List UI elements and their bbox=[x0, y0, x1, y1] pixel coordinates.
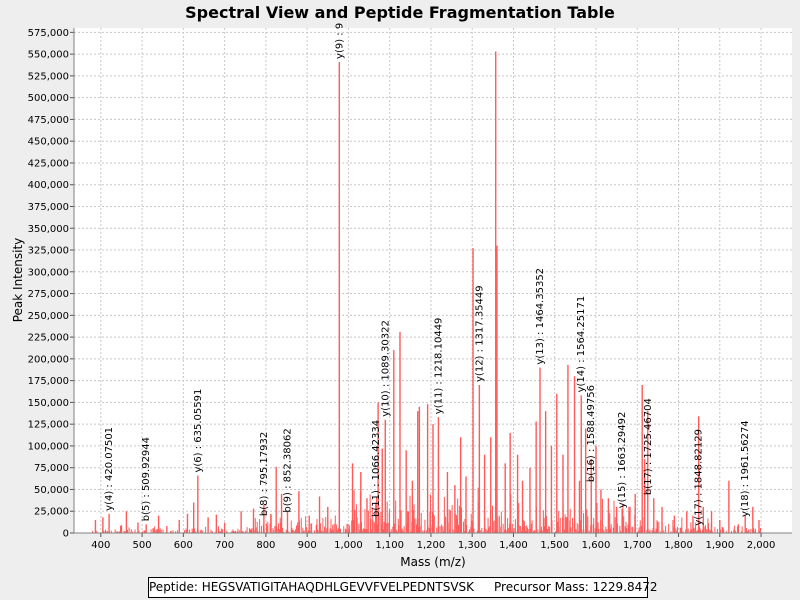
y-tick-label: 475,000 bbox=[28, 115, 69, 126]
y-tick-label: 525,000 bbox=[28, 71, 69, 82]
y-tick-label: 50,000 bbox=[34, 485, 69, 496]
fragment-ion-label: y(14) : 1564.25171 bbox=[576, 296, 587, 393]
grid-lines bbox=[74, 28, 792, 534]
y-tick-label: 0 bbox=[63, 529, 69, 540]
y-axis-label: Peak Intensity bbox=[11, 238, 25, 323]
x-tick-label: 1,400 bbox=[499, 540, 528, 551]
fragment-annotations: y(4) : 420.07501 b(5) : 509.92944 y(6) : 6… bbox=[104, 23, 751, 526]
y-tick-label: 400,000 bbox=[28, 180, 69, 191]
x-tick-label: 1,500 bbox=[540, 540, 569, 551]
y-tick-label: 125,000 bbox=[28, 420, 69, 431]
x-tick-label: 500 bbox=[133, 540, 152, 551]
y-tick-label: 325,000 bbox=[28, 246, 69, 257]
x-axis-label: Mass (m/z) bbox=[400, 555, 465, 569]
fragment-ion-label: y(17) : 1848.82129 bbox=[694, 429, 705, 526]
fragment-ion-label: b(5) : 509.92944 bbox=[141, 437, 152, 521]
x-tick-label: 1,000 bbox=[334, 540, 363, 551]
peptide-info-box: Peptide: HEGSVATIGITAHAQDHLGEVVFVELPEDNT… bbox=[148, 577, 658, 598]
fragment-ion-label: y(10) : 1089.30322 bbox=[380, 320, 391, 417]
x-tick-label: 1,800 bbox=[664, 540, 693, 551]
y-tick-label: 375,000 bbox=[28, 202, 69, 213]
x-tick-label: 700 bbox=[215, 540, 234, 551]
x-tick-label: 1,700 bbox=[623, 540, 652, 551]
y-tick-label: 75,000 bbox=[34, 463, 69, 474]
fragment-ion-label: y(15) : 1663.29492 bbox=[617, 412, 628, 509]
y-tick-label: 250,000 bbox=[28, 311, 69, 322]
chart-title: Spectral View and Peptide Fragmentation … bbox=[185, 3, 615, 22]
fragment-ion-label: y(4) : 420.07501 bbox=[104, 427, 115, 511]
fragment-ion-label: b(9) : 852.38062 bbox=[282, 428, 293, 512]
y-tick-label: 550,000 bbox=[28, 50, 69, 61]
x-tick-label: 1,300 bbox=[458, 540, 487, 551]
x-tick-label: 1,900 bbox=[705, 540, 734, 551]
y-tick-label: 500,000 bbox=[28, 93, 69, 104]
fragment-ion-label: b(17) : 1725.46704 bbox=[643, 398, 654, 495]
fragment-ion-label: b(11) : 1066.42334 bbox=[371, 420, 382, 517]
y-tick-label: 100,000 bbox=[28, 441, 69, 452]
y-tick-label: 275,000 bbox=[28, 289, 69, 300]
x-tick-label: 2,000 bbox=[747, 540, 776, 551]
x-tick-label: 1,200 bbox=[417, 540, 446, 551]
fragment-ion-label: y(11) : 1218.10449 bbox=[433, 318, 444, 415]
major-peaks bbox=[94, 51, 760, 533]
y-tick-label: 425,000 bbox=[28, 158, 69, 169]
y-tick-label: 200,000 bbox=[28, 354, 69, 365]
y-tick-label: 350,000 bbox=[28, 224, 69, 235]
x-tick-label: 1,600 bbox=[582, 540, 611, 551]
peptide-sequence: Peptide: HEGSVATIGITAHAQDHLGEVVFVELPEDNT… bbox=[149, 580, 475, 594]
x-tick-label: 600 bbox=[174, 540, 193, 551]
fragment-ion-label: b(16) : 1588.49756 bbox=[586, 385, 597, 482]
y-tick-label: 575,000 bbox=[28, 28, 69, 39]
y-tick-label: 150,000 bbox=[28, 398, 69, 409]
fragment-ion-label: y(13) : 1464.35352 bbox=[535, 268, 546, 365]
fragment-ion-label: y(12) : 1317.35449 bbox=[474, 285, 485, 382]
y-tick-label: 450,000 bbox=[28, 137, 69, 148]
x-tick-label: 900 bbox=[298, 540, 317, 551]
x-tick-label: 400 bbox=[91, 540, 110, 551]
y-tick-label: 300,000 bbox=[28, 267, 69, 278]
fragment-ion-label: y(9) : 9 bbox=[334, 23, 345, 59]
fragment-ion-label: y(18) : 1961.56274 bbox=[740, 420, 751, 517]
y-tick-label: 175,000 bbox=[28, 376, 69, 387]
axes: 400 500 600 700 800 900 1,000 1,100 1,200 1,300 1,… bbox=[28, 28, 792, 551]
x-tick-label: 800 bbox=[256, 540, 275, 551]
y-tick-label: 25,000 bbox=[34, 507, 69, 518]
x-tick-label: 1,100 bbox=[375, 540, 404, 551]
fragment-ion-label: b(8) : 795.17932 bbox=[259, 432, 270, 516]
precursor-mass: Precursor Mass: 1229.8472 bbox=[494, 580, 658, 594]
spectrum-chart: 400 500 600 700 800 900 1,000 1,100 1,200 1,300 1,… bbox=[11, 23, 792, 569]
y-tick-label: 225,000 bbox=[28, 333, 69, 344]
fragment-ion-label: y(6) : 635.05591 bbox=[193, 389, 204, 473]
